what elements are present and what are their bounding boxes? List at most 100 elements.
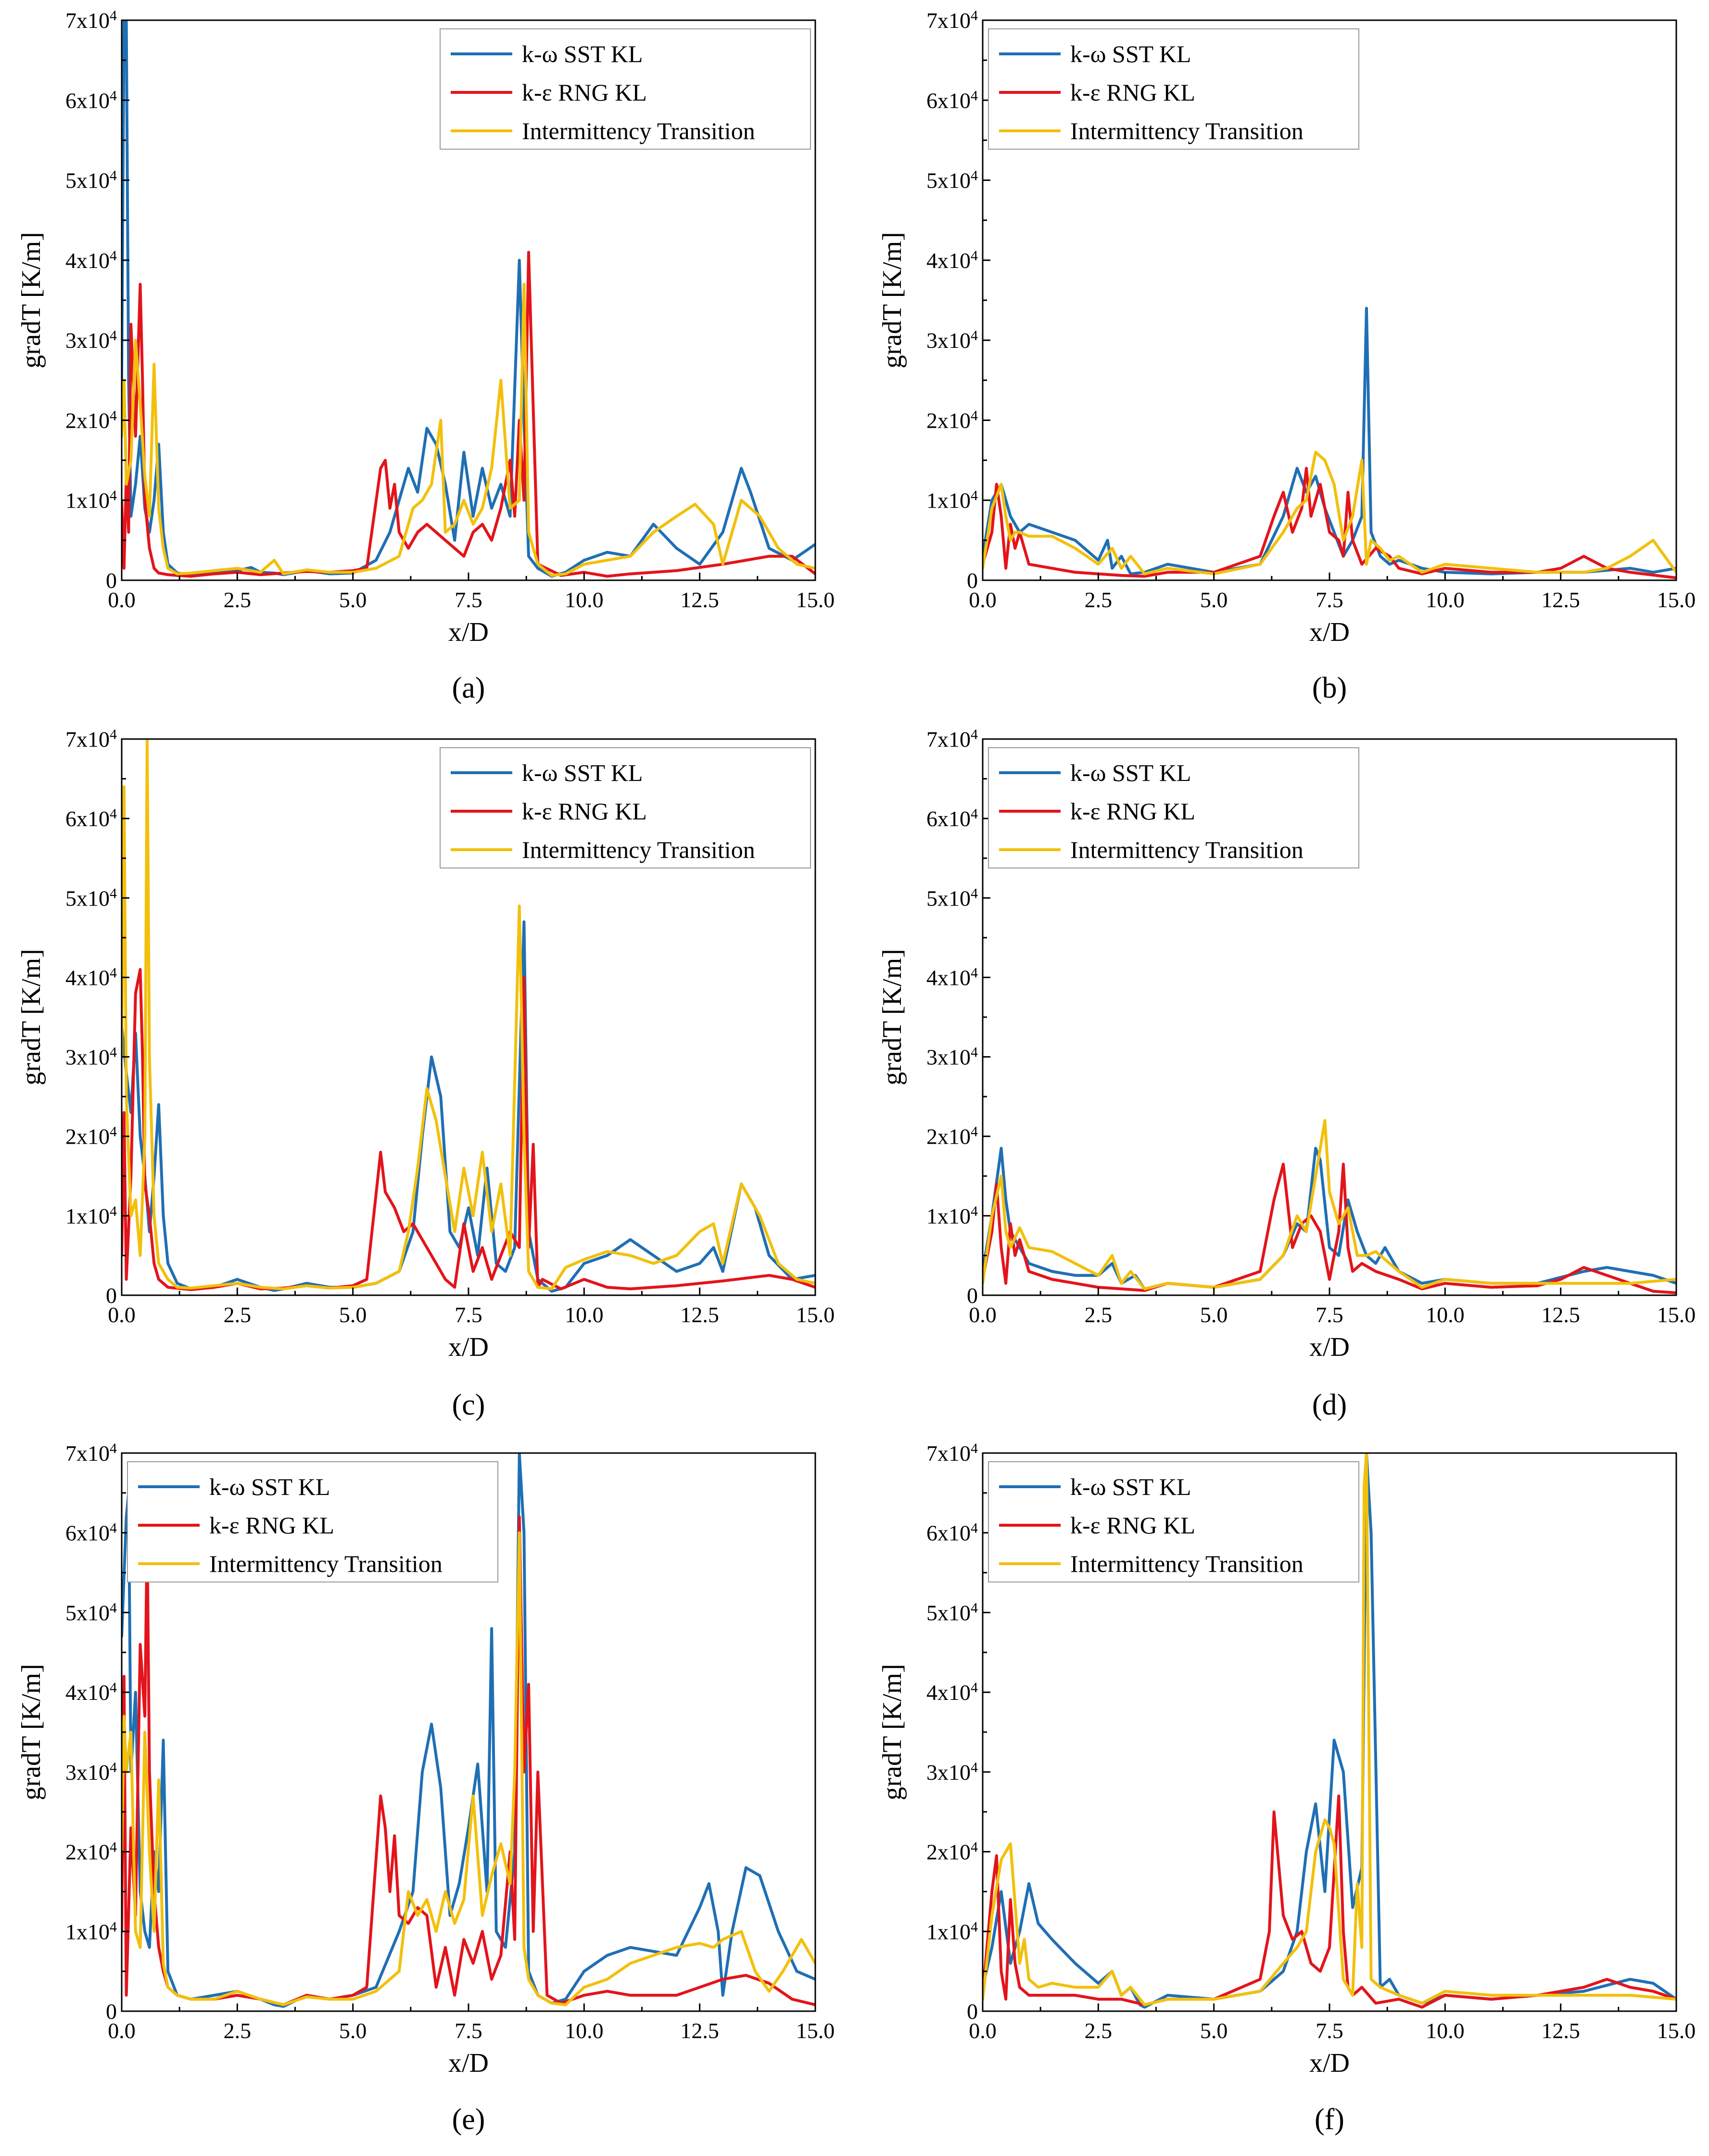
panel-caption: (a) (452, 672, 485, 704)
x-tick-label: 15.0 (796, 1302, 835, 1327)
series-group (122, 20, 815, 578)
x-tick-label: 5.0 (1200, 587, 1228, 612)
y-axis-label: gradT [K/m] (877, 1664, 907, 1800)
y-tick-label: 0 (967, 568, 978, 593)
y-tick-label: 3x104 (926, 328, 978, 353)
y-tick-label: 6x104 (65, 806, 117, 831)
y-tick-label: 6x104 (65, 88, 117, 113)
x-tick-label: 7.5 (455, 1302, 482, 1327)
x-tick-label: 2.5 (224, 2018, 252, 2043)
x-tick-label: 5.0 (339, 2018, 367, 2043)
y-tick-label: 4x104 (926, 247, 978, 273)
series-line-it (983, 1453, 1676, 2006)
x-tick-label: 2.5 (1085, 1302, 1113, 1327)
legend-entry-it: Intermittency Transition (1070, 836, 1304, 863)
chart-panel-a: 0.0 2.5 5.0 7.5 10.0 12.5 15.0 0 1x104 2x104 3x104… (16, 8, 835, 705)
x-tick-label: 7.5 (455, 587, 482, 612)
y-tick-label: 6x104 (926, 1520, 978, 1545)
x-axis-label: x/D (448, 2048, 489, 2078)
x-tick-label: 12.5 (680, 587, 719, 612)
series-line-rng (983, 1794, 1676, 2009)
legend-entry-rng: k-ε RNG KL (1070, 798, 1195, 825)
x-tick-label: 2.5 (224, 1302, 252, 1327)
y-tick-label: 2x104 (65, 1839, 117, 1864)
legend-box (988, 747, 1359, 868)
legend-box (440, 747, 811, 868)
legend-entry-rng: k-ε RNG KL (522, 79, 647, 106)
legend-entry-rng: k-ε RNG KL (209, 1512, 334, 1539)
legend: k-ω SST KL k-ε RNG KL Intermittency Transi… (440, 747, 811, 868)
x-tick-label: 2.5 (1085, 587, 1113, 612)
x-tick-label: 7.5 (1316, 2018, 1343, 2043)
y-tick-label: 3x104 (65, 328, 117, 353)
y-tick-label: 5x104 (65, 1600, 117, 1625)
x-tick-label: 0.0 (108, 2018, 136, 2043)
y-tick-label: 6x104 (926, 806, 978, 831)
y-tick-label: 1x104 (65, 487, 117, 513)
x-tick-label: 15.0 (796, 2018, 835, 2043)
panel-caption: (f) (1315, 2103, 1344, 2136)
x-tick-label: 7.5 (1316, 1302, 1343, 1327)
x-tick-label: 15.0 (1657, 2018, 1696, 2043)
legend-entry-sst: k-ω SST KL (1070, 40, 1191, 67)
x-tick-label: 5.0 (339, 1302, 367, 1327)
x-tick-label: 15.0 (1657, 587, 1696, 612)
chart-panel-b: 0.0 2.5 5.0 7.5 10.0 12.5 15.0 0 1x104 2x104 3x104… (877, 8, 1696, 705)
x-tick-label: 0.0 (969, 587, 997, 612)
x-tick-label: 12.5 (680, 1302, 719, 1327)
legend: k-ω SST KL k-ε RNG KL Intermittency Transi… (440, 28, 811, 150)
legend-box (440, 28, 811, 150)
series-group (983, 1453, 1676, 2009)
chart-panel-c: 0.0 2.5 5.0 7.5 10.0 12.5 15.0 0 1x104 2x104 3x104… (16, 727, 835, 1422)
y-tick-label: 5x104 (65, 167, 117, 193)
y-tick-label: 7x104 (65, 8, 117, 33)
x-tick-label: 15.0 (796, 587, 835, 612)
y-tick-label: 2x104 (926, 408, 978, 433)
x-tick-label: 12.5 (1541, 1302, 1580, 1327)
y-tick-label: 4x104 (65, 965, 117, 990)
x-tick-label: 5.0 (1200, 2018, 1228, 2043)
y-tick-label: 7x104 (926, 1441, 978, 1466)
x-tick-label: 10.0 (1426, 2018, 1465, 2043)
y-tick-label: 2x104 (65, 408, 117, 433)
y-tick-label: 5x104 (65, 885, 117, 911)
legend-entry-it: Intermittency Transition (1070, 1550, 1304, 1577)
x-tick-label: 10.0 (1426, 1302, 1465, 1327)
legend-entry-rng: k-ε RNG KL (1070, 79, 1195, 106)
x-tick-label: 10.0 (1426, 587, 1465, 612)
panel-caption: (b) (1312, 672, 1347, 704)
x-axis-label: x/D (1309, 1332, 1350, 1362)
x-tick-label: 12.5 (680, 2018, 719, 2043)
legend-entry-rng: k-ε RNG KL (1070, 1512, 1195, 1539)
y-tick-label: 3x104 (926, 1044, 978, 1070)
y-tick-label: 6x104 (65, 1520, 117, 1545)
y-tick-label: 4x104 (926, 1680, 978, 1705)
y-axis-label: gradT [K/m] (877, 949, 907, 1085)
x-tick-label: 12.5 (1541, 587, 1580, 612)
x-axis-label: x/D (448, 1332, 489, 1362)
y-tick-label: 7x104 (65, 1441, 117, 1466)
y-tick-label: 1x104 (926, 487, 978, 513)
x-tick-label: 2.5 (224, 587, 252, 612)
chart-panel-f: 0.0 2.5 5.0 7.5 10.0 12.5 15.0 0 1x104 2x104 3x104… (877, 1441, 1696, 2136)
x-tick-label: 12.5 (1541, 2018, 1580, 2043)
legend: k-ω SST KL k-ε RNG KL Intermittency Transi… (988, 747, 1359, 868)
y-tick-label: 6x104 (926, 88, 978, 113)
y-tick-label: 0 (967, 1283, 978, 1308)
legend-entry-it: Intermittency Transition (522, 836, 755, 863)
y-tick-label: 1x104 (926, 1203, 978, 1228)
y-tick-label: 7x104 (926, 727, 978, 752)
legend-entry-sst: k-ω SST KL (209, 1473, 330, 1500)
legend: k-ω SST KL k-ε RNG KL Intermittency Transi… (988, 28, 1359, 150)
legend-entry-sst: k-ω SST KL (1070, 759, 1191, 786)
y-axis-label: gradT [K/m] (877, 232, 907, 369)
y-axis-label: gradT [K/m] (16, 1664, 46, 1800)
legend-box (988, 1461, 1359, 1582)
y-tick-label: 1x104 (926, 1919, 978, 1944)
legend-entry-sst: k-ω SST KL (522, 40, 643, 67)
series-line-it (983, 450, 1676, 575)
x-tick-label: 7.5 (455, 2018, 482, 2043)
x-tick-label: 10.0 (565, 1302, 604, 1327)
